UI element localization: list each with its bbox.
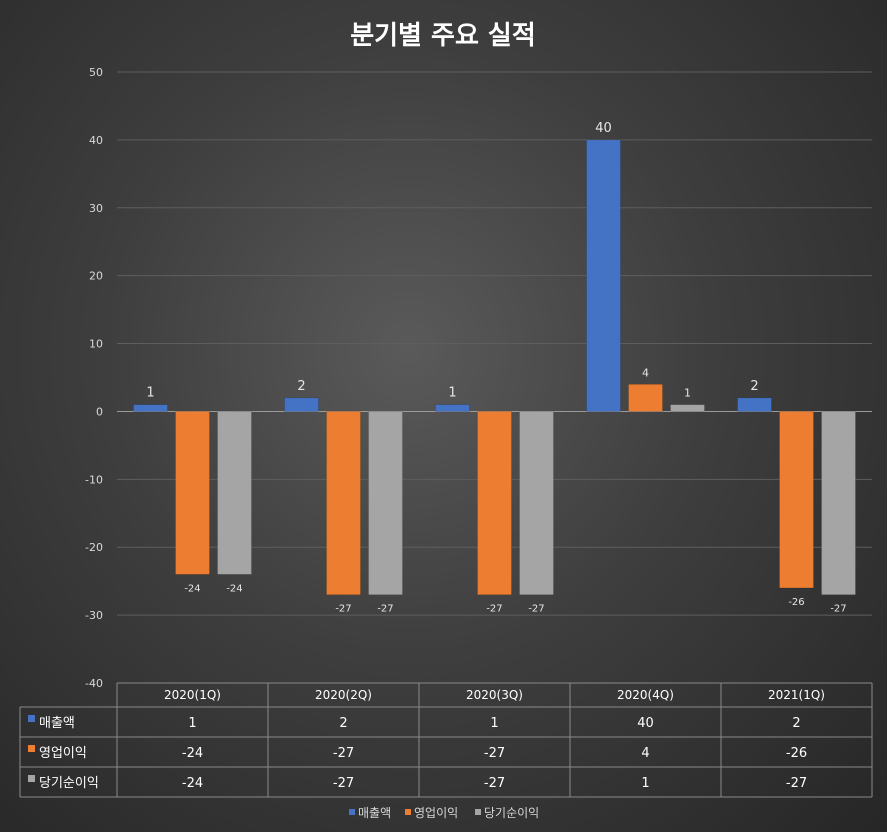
y-tick-label: 40 [89,134,103,147]
table-row-label: 당기순이익 [39,776,99,791]
data-label: -27 [830,604,846,615]
y-tick-label: -40 [85,677,103,690]
bar-operating-profit [175,411,210,575]
table-row-label: 매출액 [39,716,75,731]
data-label: -26 [788,597,804,608]
table-cell: -27 [333,746,354,761]
data-label: 2 [297,379,305,394]
data-labels: 1 -24 -24 2 -27 -27 1 -27 -27 40 4 1 2 -26 -27 [146,121,846,615]
bars [133,139,856,595]
y-tick-label: -10 [85,473,103,486]
data-label: 1 [448,386,456,401]
table-cell: 2 [792,716,800,731]
data-label: 40 [595,121,612,136]
y-tick-label: 50 [89,66,103,79]
legend-swatch [475,809,481,815]
legend-swatch [349,809,355,815]
bar-operating-profit [326,411,361,595]
bar-net-profit [217,411,252,575]
bar-operating-profit [779,411,814,589]
bar-operating-profit [628,384,663,412]
bar-operating-profit [477,411,512,595]
table-cell: 1 [188,716,196,731]
legend-swatch [405,809,411,815]
y-tick-label: 0 [96,405,103,418]
table-cell: 40 [637,716,654,731]
chart-title: 분기별 주요 실적 [350,21,536,51]
data-label: 2 [750,379,758,394]
bar-sales [284,397,319,412]
legend-label: 당기순이익 [484,806,539,820]
table-cell: 2 [339,716,347,731]
y-axis: 50 40 30 20 10 0 -10 -20 -30 -40 [85,66,103,690]
table-header-cell: 2020(3Q) [466,688,523,702]
legend-key [28,775,35,782]
table-cell: 1 [490,716,498,731]
table-header-cell: 2020(2Q) [315,688,372,702]
bar-sales [586,139,621,412]
legend-key [28,715,35,722]
data-label: -27 [486,604,502,615]
y-tick-label: -20 [85,541,103,554]
y-tick-label: -30 [85,609,103,622]
table-cell: 4 [641,746,649,761]
bar-net-profit [368,411,403,595]
data-label: 4 [642,366,649,379]
legend: 매출액 영업이익 당기순이익 [349,806,539,820]
table-cell: -26 [786,746,807,761]
bar-sales [737,397,772,412]
table-cell: 1 [641,776,649,791]
table-cell: -27 [786,776,807,791]
table-cell: -24 [182,776,203,791]
legend-label: 영업이익 [414,806,458,820]
data-label: -27 [528,604,544,615]
y-tick-label: 30 [89,202,103,215]
data-table: 2020(1Q) 2020(2Q) 2020(3Q) 2020(4Q) 2021(1Q)… [19,682,873,798]
bar-net-profit [519,411,554,595]
table-cell: -24 [182,746,203,761]
bar-net-profit [670,404,705,412]
legend-label: 매출액 [358,806,391,820]
data-label: -24 [184,583,200,594]
bar-net-profit [821,411,856,595]
bar-sales [435,404,470,412]
table-cell: -27 [484,746,505,761]
y-tick-label: 20 [89,270,103,283]
table-header-cell: 2020(1Q) [164,688,221,702]
data-label: 1 [146,386,154,401]
data-label: -27 [377,604,393,615]
bar-sales [133,404,168,412]
table-header-cell: 2020(4Q) [617,688,674,702]
table-header-cell: 2021(1Q) [768,688,825,702]
table-cell: -27 [484,776,505,791]
data-label: -24 [226,583,242,594]
y-tick-label: 10 [89,338,103,351]
table-row-label: 영업이익 [39,746,87,761]
data-label: -27 [335,604,351,615]
table-cell: -27 [333,776,354,791]
data-label: 1 [684,387,691,400]
legend-key [28,745,35,752]
